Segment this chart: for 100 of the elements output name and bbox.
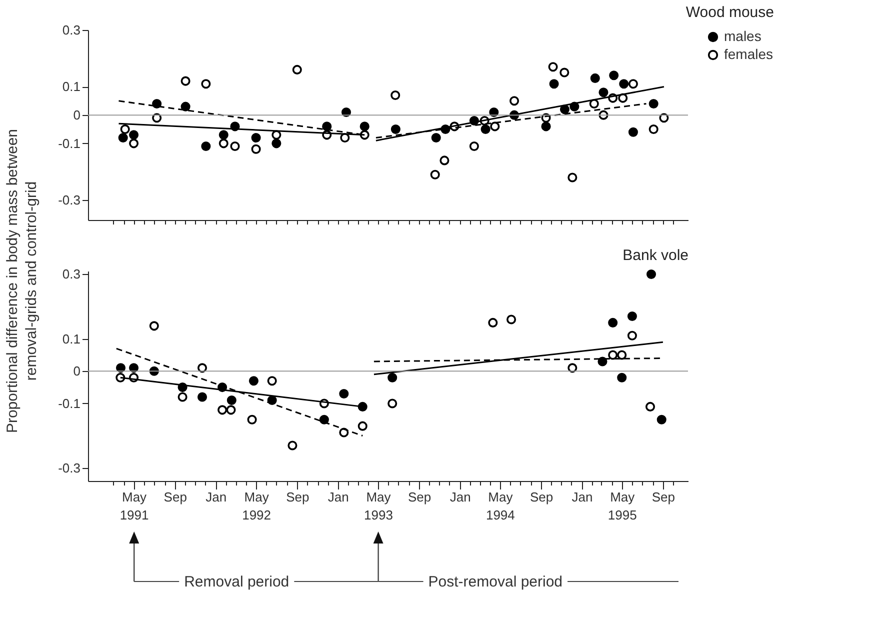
point [431,132,441,143]
x-tick-label: Sep [652,490,676,504]
point [272,130,282,140]
point [608,350,618,360]
y-tick-label: 0 [73,108,80,123]
point [248,376,258,386]
point [627,311,637,321]
point [598,356,608,366]
y-tick-label: -0.3 [58,192,80,208]
point [617,372,627,382]
point [609,70,619,80]
point [440,156,450,166]
y-tick-label: 0.1 [62,79,80,94]
point [390,124,400,134]
point [656,414,666,424]
point [648,98,658,108]
point [549,79,559,89]
point [510,96,520,106]
point [390,90,400,100]
point [226,395,236,405]
point [319,414,329,424]
point [590,73,600,83]
point [288,440,298,450]
point [218,138,228,148]
point [322,122,332,132]
y-tick-label: 0 [73,364,80,379]
point [645,402,656,412]
y-tick-label: 0.1 [62,331,80,346]
point [541,122,551,132]
y-tick-label: 0.3 [62,266,80,282]
point [340,132,350,143]
point [197,392,208,402]
point [548,62,558,72]
point [226,405,236,415]
x-tick-label: Sep [164,490,187,504]
point [388,372,398,382]
point [560,68,570,78]
point [646,269,656,279]
point [128,130,139,140]
point [358,421,368,431]
x-tick-label: Jan [206,490,227,504]
x-tick-label: Sep [530,490,554,504]
x-tick-label: May 1992 [242,490,271,522]
point [506,314,516,324]
x-tick-label: Jan [450,490,471,504]
point [358,402,368,412]
point [247,414,257,424]
point [251,144,261,154]
x-tick-label: May 1993 [364,490,393,522]
point [201,79,211,89]
point [648,124,658,134]
text: Wood mouse [686,4,774,21]
legend-label: males [724,28,762,44]
point [292,64,302,74]
point [118,132,128,143]
point [619,79,629,89]
x-tick-label: Sep [286,490,310,504]
point [251,132,261,143]
point [617,350,627,360]
point [218,130,228,140]
x-tick-label: Jan [572,490,593,504]
point [608,318,618,328]
point [598,88,608,98]
point [430,170,440,180]
legend-label: females [724,46,774,62]
point [149,321,159,331]
y-tick-label: -0.3 [58,460,80,476]
y-tick-label: -0.1 [58,396,80,411]
point [152,98,162,108]
text: Removal period [184,574,290,590]
point [272,138,282,148]
point [339,389,349,399]
point [360,122,370,132]
point [628,127,638,137]
point [480,124,490,134]
point [128,138,139,148]
point [388,398,398,408]
x-tick-label: May 1991 [120,490,149,522]
point [178,392,188,402]
point [490,122,500,132]
x-tick-label: Jan [328,490,349,504]
y-axis-title: Proportional difference in body mass between removal-grids and control-grid [3,128,41,436]
point [180,102,190,112]
point [628,79,638,89]
y-tick-label: 0.3 [62,22,80,38]
point [218,405,228,415]
chart-title: Bank vole [622,246,688,264]
point [201,142,211,152]
text: Post-removal period [428,574,563,590]
point [627,330,637,340]
point [180,76,190,86]
x-tick-label: Sep [408,490,432,504]
point [469,142,479,152]
y-tick-label: -0.1 [58,136,80,151]
point [488,318,498,328]
x-tick-label: May 1995 [608,490,637,522]
point [589,98,599,108]
x-tick-label: May 1994 [486,490,515,522]
point [568,172,578,182]
point [267,376,277,386]
